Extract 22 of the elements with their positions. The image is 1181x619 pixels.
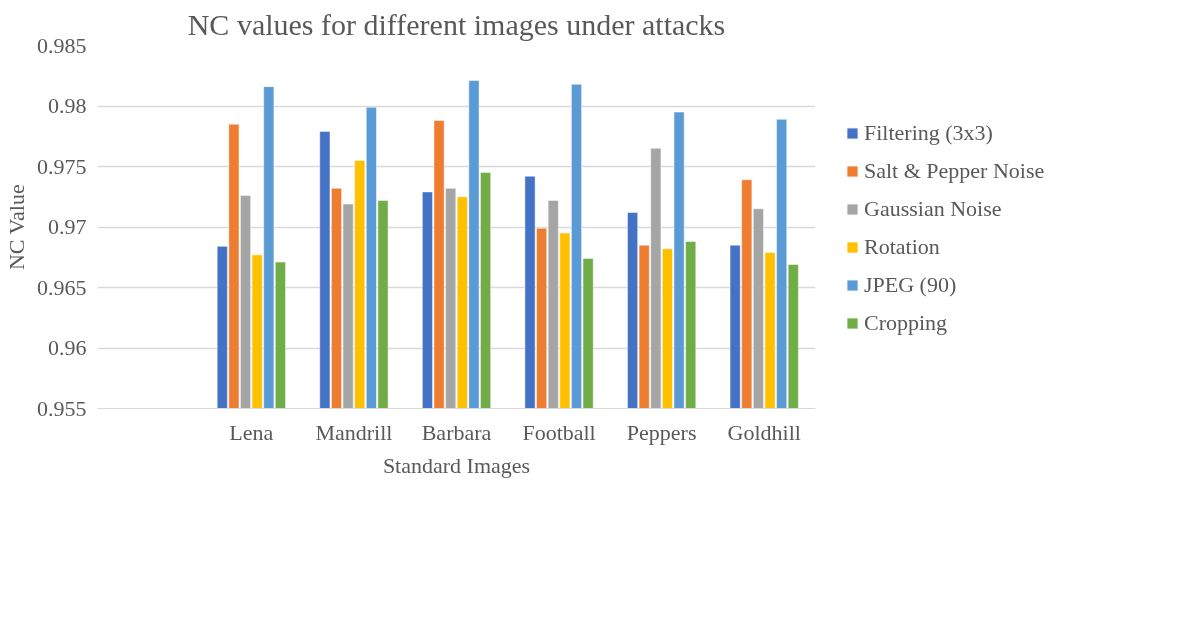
y-tick-label: 0.955 (37, 395, 87, 421)
legend-label: Gaussian Noise (864, 196, 1002, 222)
legend-label: Filtering (3x3) (864, 120, 993, 146)
x-axis-title: Standard Images (382, 452, 531, 478)
chart-title: NC values for different images under attacks (187, 7, 726, 41)
x-tick-label: Barbara (421, 419, 492, 445)
legend-label: Salt & Pepper Noise (864, 158, 1045, 184)
y-tick-label: 0.965 (37, 274, 87, 300)
x-tick-label: Mandrill (315, 419, 393, 445)
y-tick-label: 0.985 (37, 32, 87, 58)
legend-label: Cropping (864, 310, 948, 336)
x-tick-label: Peppers (626, 419, 697, 445)
y-tick-label: 0.975 (37, 153, 87, 179)
y-axis-title: NC Value (4, 184, 29, 271)
legend-label: Rotation (864, 234, 940, 260)
legend-label: JPEG (90) (864, 272, 957, 298)
y-tick-label: 0.96 (48, 335, 87, 360)
x-tick-label: Lena (229, 419, 274, 445)
y-tick-label: 0.97 (48, 214, 87, 239)
x-tick-label: Football (522, 419, 596, 445)
x-tick-label: Goldhill (727, 419, 801, 445)
y-tick-label: 0.98 (48, 93, 87, 118)
